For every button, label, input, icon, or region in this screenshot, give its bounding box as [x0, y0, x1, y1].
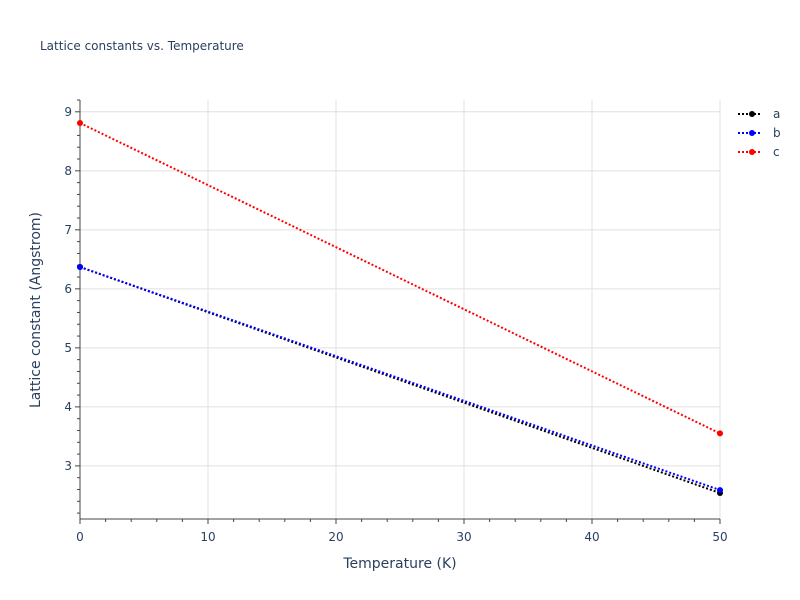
y-tick-label: 6: [64, 282, 72, 296]
grid: [80, 100, 721, 519]
x-tick-label: 50: [712, 530, 727, 544]
axes: 0 10 20 30 40 50 3 4 5 6 7 8 9: [64, 99, 728, 544]
x-tick-label: 0: [76, 530, 84, 544]
legend-marker-a: [749, 111, 755, 117]
series-line-b: [79, 266, 721, 492]
y-tick-label: 4: [64, 400, 72, 414]
y-tick-label: 7: [64, 223, 72, 237]
legend-label-b: b: [773, 126, 781, 140]
data-point-b: [717, 487, 723, 494]
y-tick-label: 8: [64, 164, 72, 178]
data-point-c: [77, 120, 83, 127]
y-tick-label: 5: [64, 341, 72, 355]
plot-area: [77, 120, 723, 497]
chart-title: Lattice constants vs. Temperature: [40, 39, 244, 53]
legend: abc: [738, 107, 781, 159]
y-tick-label: 3: [64, 459, 72, 473]
x-tick-label: 30: [456, 530, 471, 544]
y-tick-label: 9: [64, 105, 72, 119]
x-tick-label: 40: [584, 530, 599, 544]
data-point-c: [717, 430, 723, 437]
data-point-b: [77, 264, 83, 271]
legend-label-a: a: [773, 107, 780, 121]
legend-label-c: c: [773, 145, 780, 159]
x-tick-label: 10: [200, 530, 215, 544]
legend-marker-b: [749, 130, 755, 136]
x-axis-title: Temperature (K): [342, 556, 456, 572]
y-axis-title: Lattice constant (Angstrom): [28, 212, 44, 408]
series-line-c: [79, 122, 721, 435]
x-tick-label: 20: [328, 530, 343, 544]
legend-marker-c: [749, 149, 755, 155]
